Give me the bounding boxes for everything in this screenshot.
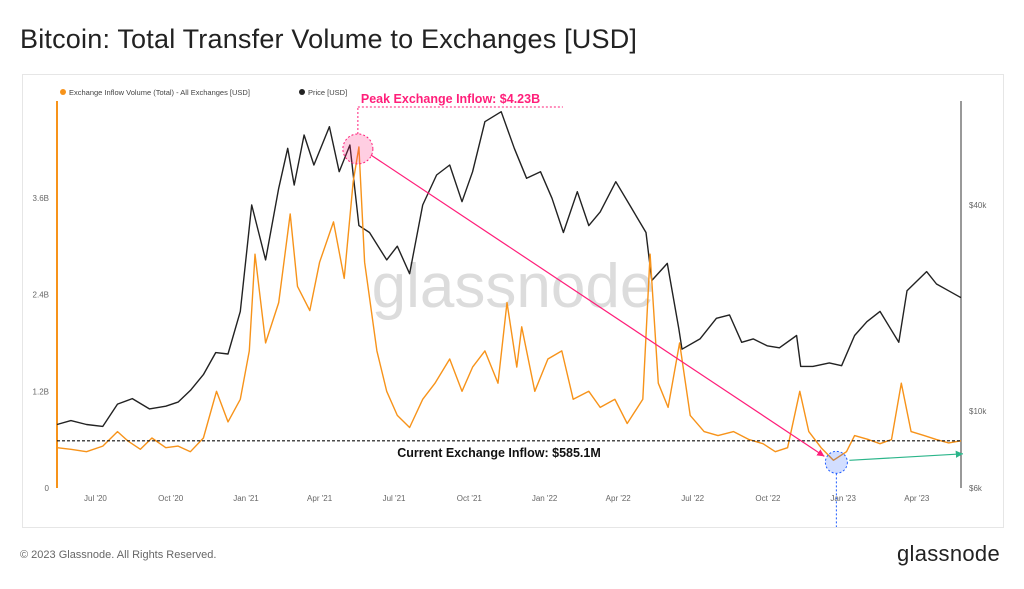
x-tick-label: Jul '21	[383, 494, 406, 503]
peak-label: Peak Exchange Inflow: $4.23B	[361, 92, 540, 106]
brand-logo[interactable]: glassnode	[897, 541, 1000, 566]
chart-axes: 0 1.2B 2.4B 3.6B $6k $10k $40k Jul '20 Oct '20 Ja…	[33, 101, 987, 503]
x-tick-label: Apr '23	[904, 494, 930, 503]
peak-marker	[342, 133, 374, 165]
series-layer	[56, 111, 962, 461]
chart-legend: Exchange Inflow Volume (Total) - All Exc…	[60, 88, 347, 97]
current-inflow-label: Current Exchange Inflow: $585.1M	[397, 446, 601, 460]
chart-panel: glassnode 0 1.2B 2.4B 3.6B $6k $10k $40k Jul '2…	[22, 74, 1004, 548]
chart-svg[interactable]: glassnode 0 1.2B 2.4B 3.6B $6k $10k $40k Jul '2…	[23, 75, 1003, 548]
y-right-tick-label: $6k	[969, 484, 983, 493]
x-tick-label: Apr '21	[307, 494, 333, 503]
x-tick-label: Oct '20	[158, 494, 184, 503]
minimum-marker	[824, 450, 848, 474]
decline-arrow	[370, 154, 825, 457]
y-left-tick-label: 3.6B	[33, 194, 49, 203]
copyright-text: © 2023 Glassnode. All Rights Reserved.	[20, 549, 217, 561]
x-tick-label: Oct '22	[755, 494, 781, 503]
legend-label: Exchange Inflow Volume (Total) - All Exc…	[69, 88, 250, 97]
x-tick-label: Jul '22	[681, 494, 704, 503]
x-tick-label: Apr '22	[606, 494, 632, 503]
x-tick-label: Jan '22	[532, 494, 558, 503]
y-left-tick-label: 2.4B	[33, 291, 49, 300]
recovery-arrow	[849, 450, 964, 461]
y-left-tick-label: 1.2B	[33, 387, 49, 396]
price-series-line	[56, 111, 962, 428]
x-tick-label: Jan '21	[233, 494, 259, 503]
inflow-series-line	[56, 146, 962, 461]
x-tick-label: Jan '23	[830, 494, 856, 503]
y-right-tick-label: $10k	[969, 407, 987, 416]
legend-marker	[60, 89, 66, 95]
x-tick-label: Oct '21	[457, 494, 483, 503]
legend-label: Price [USD]	[308, 88, 347, 97]
x-tick-label: Jul '20	[84, 494, 107, 503]
page-title: Bitcoin: Total Transfer Volume to Exchan…	[20, 24, 638, 54]
legend-marker	[299, 89, 305, 95]
y-left-tick-label: 0	[45, 484, 50, 493]
y-right-tick-label: $40k	[969, 201, 987, 210]
watermark-text: glassnode	[372, 252, 655, 321]
